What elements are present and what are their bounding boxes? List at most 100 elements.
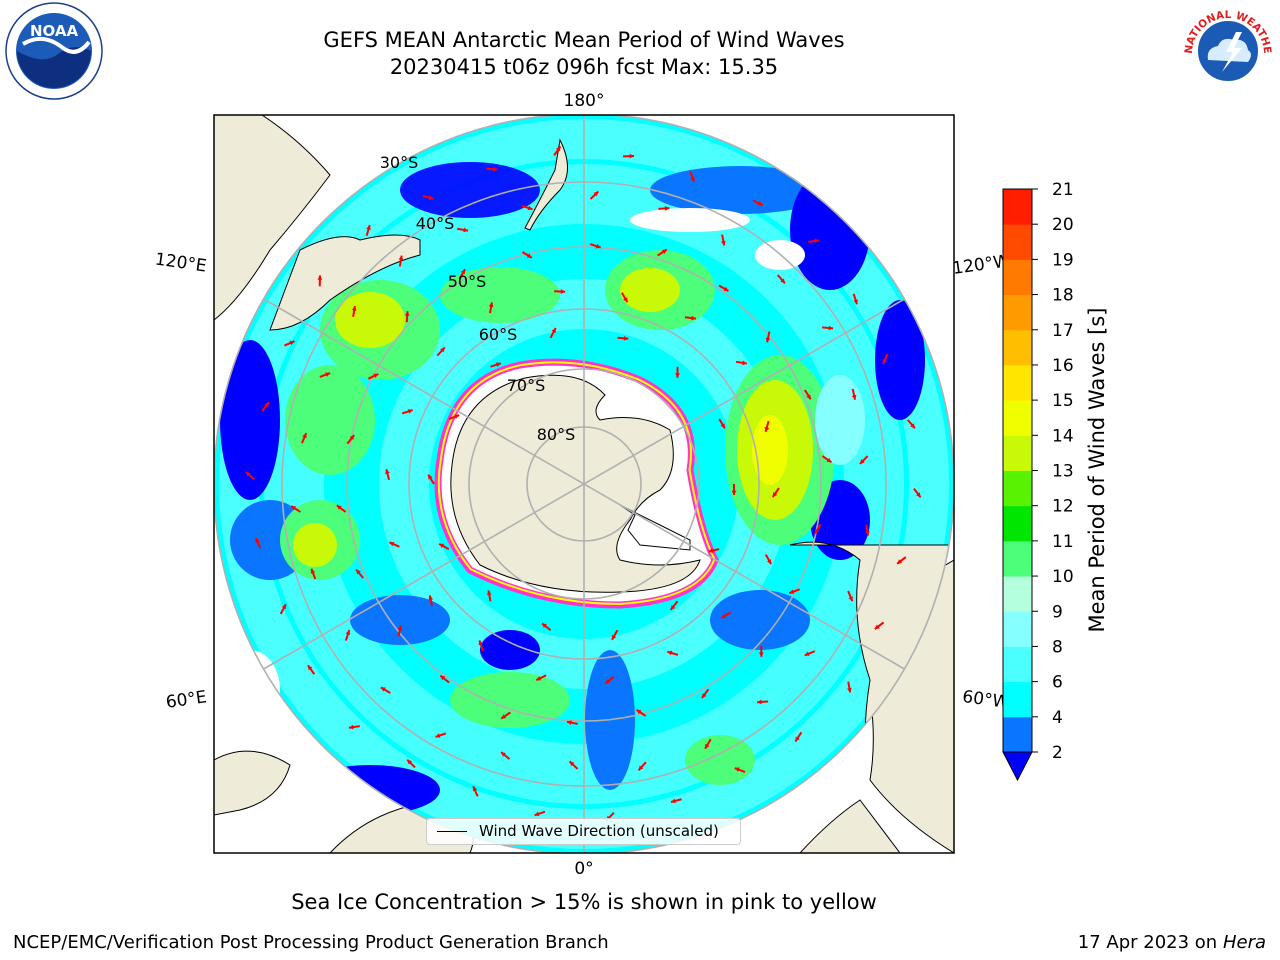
wind-wave-arrowhead [629,153,635,159]
graticule [214,115,954,853]
map-legend: Wind Wave Direction (unscaled) [426,818,741,845]
wind-wave-arrowhead [720,423,725,429]
wind-wave-arrowhead [670,604,676,610]
wind-wave-arrowhead [664,206,670,211]
wind-wave-arrowhead [345,630,351,636]
wind-wave-arrowhead [307,665,313,671]
footer-date-text: 17 Apr 2023 on [1077,932,1223,953]
wind-wave-arrowhead [675,373,680,378]
wind-wave-arrowhead [366,225,371,231]
wind-wave-arrowhead [560,289,566,294]
wind-wave-arrowhead [289,340,295,346]
colorbar-tick-label: 21 [1052,180,1074,200]
lon-label-60e: 60°E [165,687,208,712]
wind-wave-arrowhead [351,306,357,311]
colorbar-segment [1003,611,1032,647]
wind-wave-arrowhead [439,543,445,549]
wind-wave-arrowhead [496,362,501,367]
wind-wave-arrowhead [348,724,354,730]
footer-date: 17 Apr 2023 on Hera [1078,932,1266,953]
noaa-logo-icon: NOAA [5,2,103,100]
footer-machine: Hera [1222,932,1266,953]
colorbar-tick-label: 4 [1052,708,1063,728]
wind-wave-arrowhead [690,177,695,182]
wind-wave-arrowhead [460,269,465,275]
wind-wave-arrowhead [758,652,764,657]
wind-wave-arrowhead [389,541,395,547]
colorbar-tick-label: 10 [1052,567,1074,587]
wind-wave-arrowhead [772,492,778,498]
lon-label-120e: 120°E [154,250,208,277]
map-border [213,114,955,854]
colorbar-segment [1003,646,1032,683]
lat-label-40s: 40°S [416,214,455,233]
lon-label-120w: 120°W [951,251,1011,279]
wind-wave-arrowhead [766,559,772,565]
wind-wave-arrowhead [723,286,729,292]
chart-title: GEFS MEAN Antarctic Mean Period of Wind … [323,28,845,52]
colorbar-tick-label: 15 [1052,391,1074,411]
wind-wave-arrowhead [349,435,355,440]
wind-wave-arrowhead [407,759,413,765]
colorbar-title: Mean Period of Wind Waves [s] [1085,307,1109,633]
wind-wave-arrowhead [407,409,413,414]
wind-wave-arrowhead [605,679,611,684]
wind-wave-arrowhead [325,372,331,377]
wind-wave-arrowhead [593,191,599,197]
wind-wave-arrowhead [721,240,726,246]
wind-wave-arrowhead [440,347,445,353]
wind-wave-arrowhead [302,433,307,439]
lon-label-bottom: 0° [574,859,593,879]
lat-label-80s: 80°S [537,425,576,444]
wind-wave-arrowhead [731,490,737,495]
wind-wave-arrowhead [428,474,433,480]
wind-wave-arrowhead [851,394,857,400]
wind-wave-arrowhead [255,538,260,544]
wind-wave-arrowhead [428,595,434,601]
nws-logo-icon: NATIONAL WEATHER SERVICE [1178,2,1275,98]
wind-wave-arrowhead [705,743,710,749]
colorbar-segment [1003,505,1032,542]
new-zealand-land [524,138,568,231]
wind-wave-arrowhead [847,687,852,693]
colorbar-segment [1003,716,1032,753]
lat-label-60s: 60°S [479,325,518,344]
wind-wave-arrowhead [595,243,601,249]
wind-wave-arrowhead [701,693,707,699]
colorbar-segment [1003,576,1032,612]
legend-label: Wind Wave Direction (unscaled) [479,822,719,840]
colorbar-segment [1003,189,1032,225]
wind-wave-arrowhead [291,505,297,511]
wind-wave-arrowhead [440,675,446,681]
wind-wave-arrowhead [848,596,853,602]
wind-wave-arrowhead [757,201,763,206]
wind-wave-arrowhead [734,767,740,772]
wind-wave-arrowhead [764,426,770,432]
wind-wave-arrowhead [795,736,800,742]
wind-wave-arrowhead [742,360,747,366]
wind-wave-arrowhead [356,569,361,575]
wind-wave-arrowhead [454,414,460,419]
colorbar: 2 4 6 8 9 10 11 12 13 14 15 16 17 18 19 20 21 [1002,180,1074,782]
wind-wave-arrowhead [804,651,810,656]
lat-label-50s: 50°S [448,272,487,291]
colorbar-tick-label: 16 [1052,356,1074,376]
noaa-logo-text: NOAA [30,22,79,40]
wind-wave-arrowhead [380,687,386,692]
wind-wave-arrowhead [765,337,771,343]
wind-wave-arrowhead [527,205,533,211]
wind-wave-arrowhead [611,634,617,640]
colorbar-tick-label: 14 [1052,426,1074,446]
colorbar-segment [1003,294,1032,331]
wind-wave-arrowhead [264,402,269,408]
colorbar-segment [1003,681,1032,718]
colorbar-tick-label: 2 [1052,743,1063,763]
wind-wave-arrowhead [623,297,628,303]
wind-wave-arrowhead [317,275,323,280]
wind-wave-arrowhead [874,624,880,630]
wind-wave-arrowhead [916,492,921,498]
wind-wave-arrowhead [910,423,915,429]
colorbar-tick-label: 9 [1052,602,1063,622]
wind-wave-arrowhead [488,302,494,308]
